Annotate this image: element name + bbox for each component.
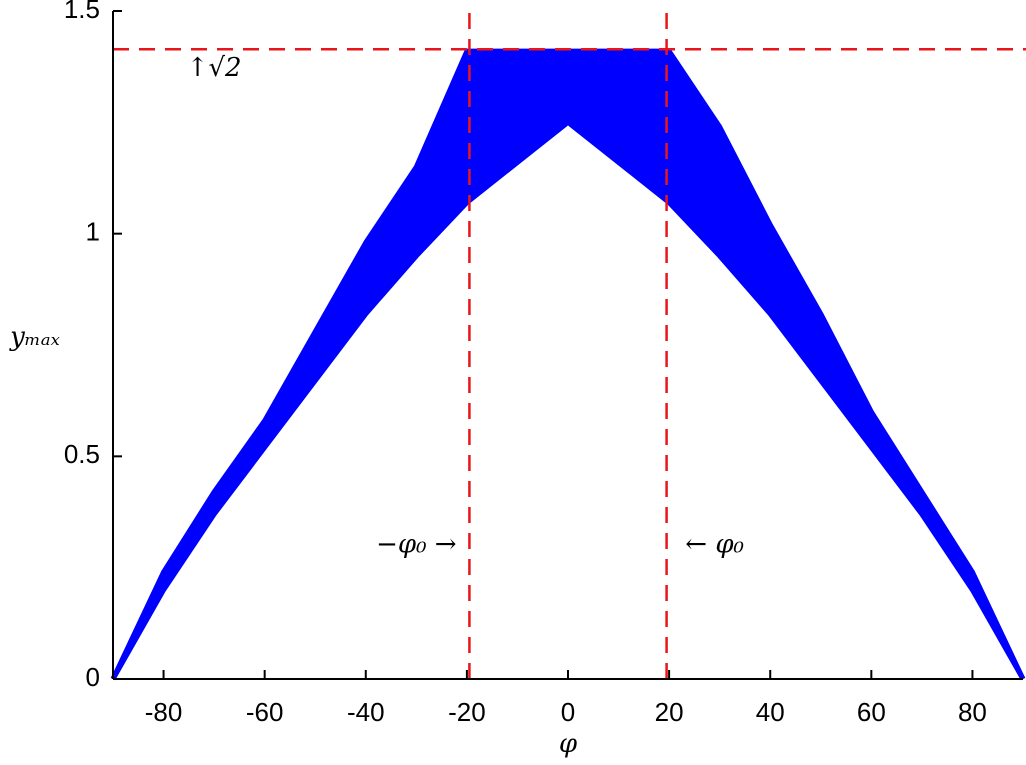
y-tick-label: 0.5 — [64, 439, 100, 469]
y-axis-label: yₘₐₓ — [9, 322, 60, 352]
x-tick-label: -80 — [145, 697, 183, 727]
y-tick-label: 0 — [86, 662, 100, 692]
x-tick-label: -60 — [246, 697, 284, 727]
upper-edge — [110, 48, 1026, 681]
annotation: ← φ₀ — [685, 529, 744, 559]
y-tick-label: 1.5 — [64, 0, 100, 24]
x-tick-label: 40 — [756, 697, 785, 727]
x-tick-label: -40 — [347, 697, 385, 727]
y-tick-label: 1 — [86, 217, 100, 247]
x-tick-label: 80 — [958, 697, 987, 727]
x-tick-label: -20 — [448, 697, 486, 727]
lower-edge — [110, 119, 1026, 681]
x-tick-label: 60 — [857, 697, 886, 727]
x-tick-label: 0 — [561, 697, 575, 727]
x-axis-label: φ — [559, 729, 578, 759]
x-tick-label: 20 — [655, 697, 684, 727]
band-fill — [113, 51, 1023, 679]
annotation: ↑√2 — [187, 53, 242, 83]
annotation: −φ₀ → — [376, 529, 456, 559]
